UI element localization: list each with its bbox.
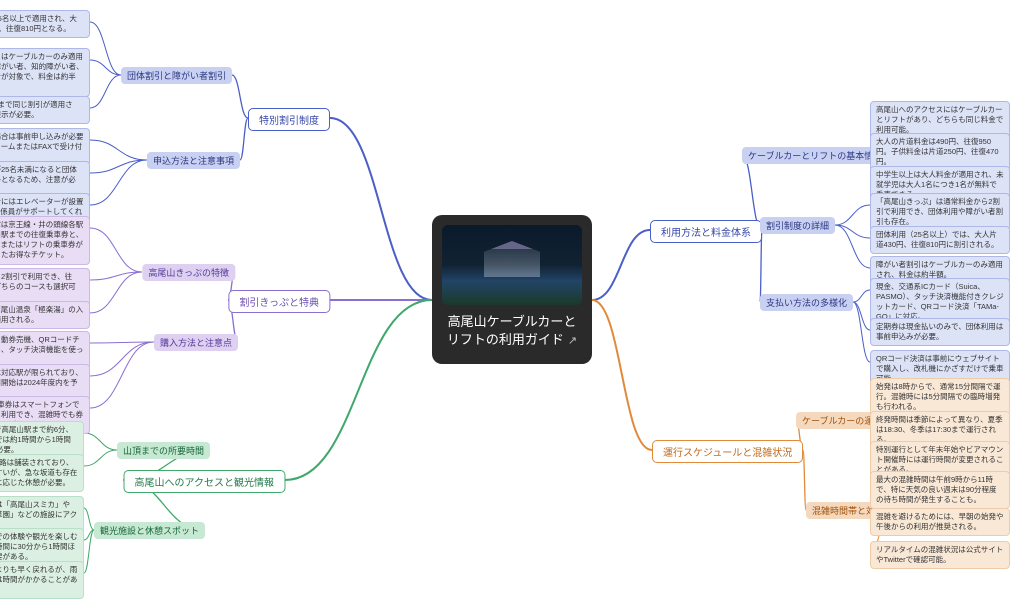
leaf-schedule-1-0: 最大の混雑時間は午前9時から11時で、特に天気の良い週末は90分程度の待ち時間が… (870, 471, 1010, 509)
leaf-special-0-2: 介護者も1名まで同じ割引が適用され、手帳の提示が必要。 (0, 96, 90, 124)
center-image (442, 225, 582, 305)
leaf-schedule-1-2: リアルタイムの混雑状況は公式サイトやTwitterで確認可能。 (870, 541, 1010, 569)
leaf-special-0-1: 障がい者割引はケーブルカーのみ適用され、身体障がい者、知的障がい者、精神障がい者… (0, 48, 90, 97)
leaf-access-1-2: 下山時は上りよりも早く戻れるが、雨天や混雑時には時間がかかることがある。 (0, 561, 84, 599)
sub-usage-2[interactable]: 支払い方法の多様化 (760, 294, 853, 311)
leaf-ticket-0-0: 高尾山きっぷは京王線・井の頭線各駅から高尾山口駅までの往復乗車券と、ケーブルカー… (0, 216, 90, 265)
external-link-icon[interactable]: ↗ (568, 334, 577, 349)
branch-ticket[interactable]: 割引きっぷと特典 (228, 290, 330, 313)
branch-special[interactable]: 特別割引制度 (248, 108, 330, 131)
leaf-ticket-0-2: 特典として高尾山温泉「極楽湯」の入館料割引が適用される。 (0, 301, 90, 329)
sub-special-0[interactable]: 団体割引と障がい者割引 (121, 67, 232, 84)
branch-usage[interactable]: 利用方法と料金体系 (650, 220, 762, 243)
leaf-special-0-0: 団体割引は25名以上で適用され、大人片道430円、往復810円となる。 (0, 10, 90, 38)
sub-ticket-0[interactable]: 高尾山きっぷの特徴 (142, 264, 235, 281)
sub-special-1[interactable]: 申込方法と注意事項 (147, 152, 240, 169)
leaf-schedule-1-1: 混雑を避けるためには、早朝の始発や午後からの利用が推奨される。 (870, 508, 1010, 536)
center-node[interactable]: 高尾山ケーブルカーと リフトの利用ガイド↗ (432, 215, 592, 364)
leaf-access-0-1: 自然研究路1号路は舗装されており、比較的歩きやすいが、急な坂道も存在するため体力… (0, 454, 84, 492)
sub-access-1[interactable]: 観光施設と休憩スポット (94, 522, 205, 539)
branch-schedule[interactable]: 運行スケジュールと混雑状況 (652, 440, 803, 463)
branch-access[interactable]: 高尾山へのアクセスと観光情報 (124, 470, 286, 493)
sub-access-0[interactable]: 山頂までの所要時間 (117, 442, 210, 459)
center-title: 高尾山ケーブルカーと リフトの利用ガイド↗ (442, 313, 582, 350)
leaf-usage-1-1: 団体利用（25名以上）では、大人片道430円、往復810円に割引される。 (870, 226, 1010, 254)
leaf-usage-2-1: 定期券は現金払いのみで、団体利用は事前申込みが必要。 (870, 318, 1010, 346)
sub-ticket-1[interactable]: 購入方法と注意点 (154, 334, 238, 351)
sub-usage-0[interactable]: ケーブルカーとリフトの基本情報 (742, 147, 888, 164)
sub-usage-1[interactable]: 割引制度の詳細 (760, 217, 835, 234)
